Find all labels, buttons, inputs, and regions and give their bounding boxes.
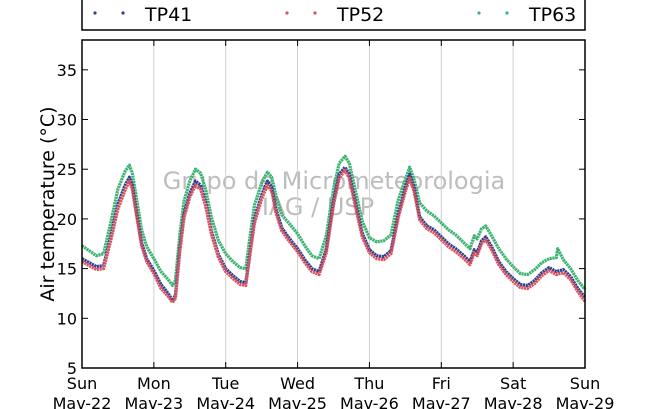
x-tick-label-date: Mav-26 [340, 394, 399, 409]
legend-label-tp63: TP63 [528, 4, 576, 26]
y-tick-label: 30 [57, 111, 77, 130]
y-tick-label: 25 [57, 160, 77, 179]
legend-marker-tp41 [93, 11, 97, 15]
legend-marker-tp41 [121, 11, 125, 15]
x-tick-label-date: Mav-28 [484, 394, 543, 409]
series-line-tp63 [81, 154, 587, 291]
x-tick-label-day: Tue [211, 374, 239, 393]
x-tick-label-date: Mav-27 [412, 394, 471, 409]
legend-label-tp41: TP41 [144, 4, 192, 26]
grid-lines [153, 40, 514, 368]
y-tick-label: 35 [57, 61, 77, 80]
series-line-tp52 [81, 168, 587, 304]
y-tick-label: 15 [57, 260, 77, 279]
x-tick-label-day: Sun [570, 374, 600, 393]
x-tick-label-day: Fri [432, 374, 451, 393]
plot-frame [81, 39, 586, 369]
x-tick-label-date: Mav-25 [268, 394, 327, 409]
y-tick-label: 5 [67, 359, 77, 378]
x-tick-label-date: Mav-29 [556, 394, 615, 409]
legend-box [81, 0, 586, 31]
y-tick-label: 20 [57, 210, 77, 229]
legend-marker-tp52 [285, 11, 289, 15]
legend-marker-tp52 [313, 11, 317, 15]
x-tick-label-date: Mav-23 [124, 394, 183, 409]
y-axis-label: Air temperature (°C) [37, 106, 59, 301]
x-tick-label-date: Mav-24 [196, 394, 255, 409]
y-tick-label: 10 [57, 309, 77, 328]
legend-marker-tp63 [477, 11, 481, 15]
x-tick-label-date: Mav-22 [53, 394, 112, 409]
x-tick-label-day: Sat [500, 374, 526, 393]
x-tick-label-day: Wed [280, 374, 315, 393]
legend-label-tp52: TP52 [336, 4, 384, 26]
legend: TP41 TP52 TP63 [81, 0, 586, 31]
x-tick-label-day: Sun [67, 374, 97, 393]
x-tick-label-day: Thu [353, 374, 384, 393]
axis-ticks: SunMav-22MonMav-23TueMav-24WedMav-25ThuM… [53, 40, 615, 409]
x-tick-label-day: Mon [137, 374, 171, 393]
series-layer [81, 154, 587, 304]
legend-marker-tp63 [505, 11, 509, 15]
